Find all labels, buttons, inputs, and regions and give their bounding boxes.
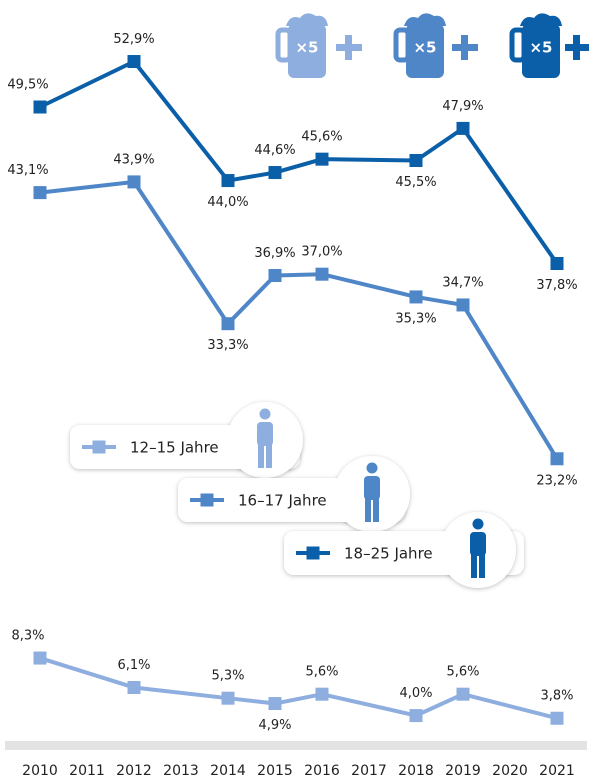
marker — [409, 709, 423, 723]
person-head — [472, 518, 484, 530]
marker — [268, 166, 282, 180]
x-tick-label: 2015 — [257, 763, 293, 779]
marker — [221, 317, 235, 331]
person-leg — [471, 552, 477, 578]
marker — [550, 452, 564, 466]
data-label: 4,9% — [258, 718, 291, 733]
marker — [127, 680, 141, 694]
x-tick-label: 2019 — [445, 763, 481, 779]
data-label: 4,0% — [399, 686, 432, 701]
marker — [315, 152, 329, 166]
marker — [33, 100, 47, 114]
marker — [456, 121, 470, 135]
data-label: 43,9% — [113, 152, 154, 167]
legend-marker — [200, 493, 214, 507]
data-label: 49,5% — [7, 78, 48, 93]
person-leg — [373, 496, 379, 522]
marker — [221, 174, 235, 188]
person-leg — [266, 442, 272, 468]
legend-marker — [92, 440, 106, 454]
data-label: 23,2% — [536, 473, 577, 488]
x-tick-label: 2016 — [304, 763, 340, 779]
data-label: 43,1% — [7, 163, 48, 178]
mug-label: ×5 — [413, 39, 436, 57]
marker — [127, 55, 141, 69]
baseline — [5, 741, 587, 750]
marker — [456, 687, 470, 701]
x-tick-label: 2011 — [69, 763, 105, 779]
x-tick-label: 2012 — [116, 763, 152, 779]
x-tick-label: 2010 — [22, 763, 58, 779]
x-tick-label: 2020 — [492, 763, 528, 779]
legend: 12–15 Jahre 16–17 Jahre 18–25 Jahre — [70, 402, 524, 588]
data-label: 52,9% — [113, 32, 154, 47]
beer-icon: ×5 — [275, 13, 362, 78]
legend-box-cover — [284, 531, 494, 575]
marker — [409, 154, 423, 168]
beer-icon: ×5 — [393, 13, 478, 78]
data-label: 6,1% — [117, 658, 150, 673]
legend-label: 16–17 Jahre — [238, 492, 327, 510]
marker — [550, 711, 564, 725]
data-label: 5,3% — [211, 669, 244, 684]
data-label: 34,7% — [442, 275, 483, 290]
data-label: 5,6% — [446, 665, 479, 680]
data-label: 37,8% — [536, 278, 577, 293]
plot: 2010 2011 2012 2013 2014 2015 2016 2017 2018 2019… — [7, 32, 577, 779]
data-label: 33,3% — [207, 338, 248, 353]
beer-icon: ×5 — [509, 13, 589, 78]
data-label: 8,3% — [11, 629, 44, 644]
data-label: 47,9% — [442, 99, 483, 114]
x-tick-label: 2021 — [539, 763, 575, 779]
data-label: 35,3% — [395, 311, 436, 326]
series-line — [39, 179, 559, 460]
x-tick-label: 2014 — [210, 763, 246, 779]
marker — [268, 697, 282, 711]
person-body — [470, 532, 486, 556]
legend-box-cover — [70, 425, 270, 469]
person-leg — [479, 552, 485, 578]
mug-label: ×5 — [529, 39, 552, 57]
person-leg — [365, 496, 371, 522]
person-leg — [258, 442, 264, 468]
series-line — [39, 656, 558, 721]
legend-label: 12–15 Jahre — [130, 439, 219, 457]
data-label: 45,6% — [301, 130, 342, 145]
data-label: 45,5% — [395, 175, 436, 190]
marker — [33, 651, 47, 665]
mug-label: ×5 — [295, 39, 318, 57]
marker — [315, 267, 329, 281]
marker — [409, 290, 423, 304]
data-label: 37,0% — [301, 245, 342, 260]
x-tick-label: 2013 — [163, 763, 199, 779]
person-head — [259, 408, 271, 420]
marker — [221, 691, 235, 705]
person-head — [366, 462, 378, 474]
marker — [33, 186, 47, 200]
series-line — [39, 59, 559, 265]
data-label: 36,9% — [254, 246, 295, 261]
person-body — [364, 476, 380, 500]
marker — [456, 298, 470, 312]
marker — [268, 269, 282, 283]
x-tick-label: 2018 — [398, 763, 434, 779]
legend-label: 18–25 Jahre — [344, 545, 433, 563]
marker — [550, 256, 564, 270]
marker — [127, 175, 141, 189]
marker — [315, 687, 329, 701]
data-label: 5,6% — [305, 665, 338, 680]
person-body — [257, 422, 273, 446]
legend-marker — [306, 546, 320, 560]
legend-box-cover — [178, 478, 375, 522]
x-tick-label: 2017 — [351, 763, 387, 779]
data-label: 44,6% — [254, 143, 295, 158]
data-label: 3,8% — [540, 689, 573, 704]
data-label: 44,0% — [207, 195, 248, 210]
